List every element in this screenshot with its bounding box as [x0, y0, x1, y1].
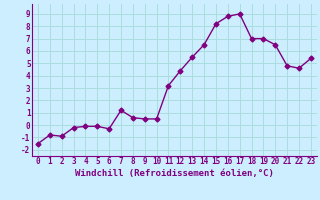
X-axis label: Windchill (Refroidissement éolien,°C): Windchill (Refroidissement éolien,°C) [75, 169, 274, 178]
